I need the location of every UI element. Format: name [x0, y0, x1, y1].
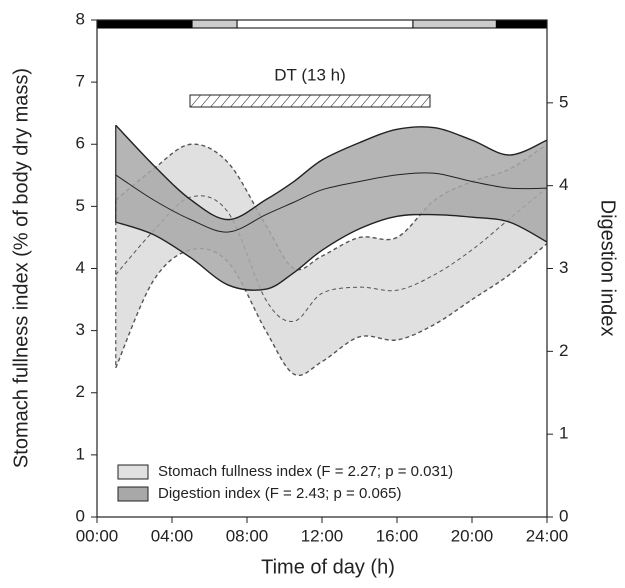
y-tick-label: 3: [76, 320, 85, 339]
x-tick-label: 00:00: [76, 526, 119, 545]
y2-tick-label: 1: [559, 424, 568, 443]
y-tick-label: 1: [76, 444, 85, 463]
y2-tick-label: 2: [559, 341, 568, 360]
band-area: [115, 125, 547, 291]
y-tick-label: 5: [76, 196, 85, 215]
photoperiod-segment: [191, 19, 238, 29]
legend-label: Digestion index (F = 2.43; p = 0.065): [158, 485, 401, 502]
y2-axis-title: Digestion index: [597, 200, 619, 337]
y-tick-label: 4: [76, 258, 85, 277]
y-tick-label: 8: [76, 9, 85, 28]
band-edge: [115, 124, 548, 221]
x-tick-label: 12:00: [301, 526, 344, 545]
y-tick-label: 6: [76, 134, 85, 153]
dt-label: DT (13 h): [274, 65, 346, 84]
legend-swatch: [117, 464, 149, 480]
photoperiod-segment: [412, 19, 497, 29]
x-tick-label: 16:00: [376, 526, 419, 545]
band-edge: [115, 213, 548, 291]
photoperiod-segment: [236, 19, 414, 29]
y2-tick-label: 3: [559, 258, 568, 277]
y-axis-title: Stomach fullness index (% of body dry ma…: [10, 68, 32, 468]
mean-line: [115, 187, 548, 322]
y-tick-label: 7: [76, 72, 85, 91]
y2-tick-label: 5: [559, 92, 568, 111]
y-tick-label: 0: [76, 506, 85, 525]
x-tick-label: 24:00: [526, 526, 569, 545]
x-tick-label: 04:00: [151, 526, 194, 545]
y-tick-label: 2: [76, 382, 85, 401]
photoperiod-segment: [495, 19, 548, 29]
dt-bar: [189, 94, 431, 108]
legend-swatch: [117, 486, 149, 502]
x-tick-label: 20:00: [451, 526, 494, 545]
x-axis-title: Time of day (h): [261, 556, 395, 578]
photoperiod-segment: [96, 19, 193, 29]
x-tick-label: 08:00: [226, 526, 269, 545]
y2-tick-label: 0: [559, 506, 568, 525]
y2-tick-label: 4: [559, 175, 568, 194]
legend-label: Stomach fullness index (F = 2.27; p = 0.…: [158, 463, 453, 480]
mean-line: [115, 172, 548, 233]
